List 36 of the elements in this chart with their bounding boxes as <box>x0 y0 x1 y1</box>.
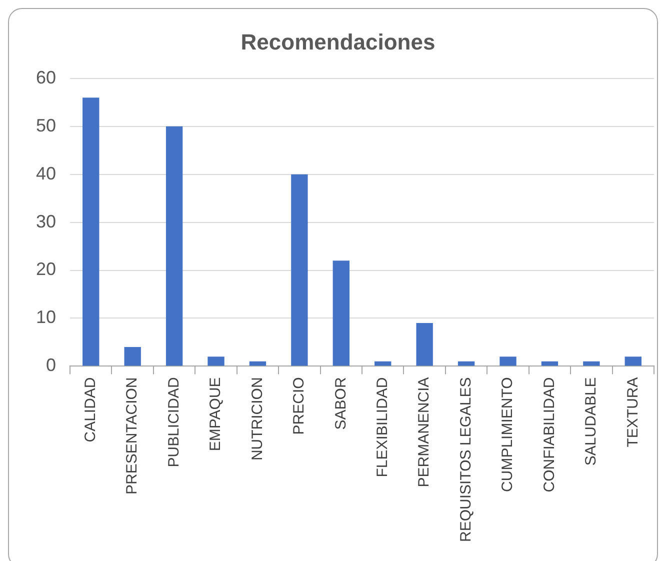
bar <box>208 356 224 366</box>
x-tick-label: CONFIABILIDAD <box>540 377 558 492</box>
x-tick-label: TEXTURA <box>624 377 642 448</box>
bar <box>124 347 141 366</box>
bar <box>458 361 475 366</box>
bar <box>583 361 600 366</box>
x-tick-label: NUTRICION <box>248 377 266 461</box>
bar <box>166 126 183 366</box>
chart-title: Recomendaciones <box>240 29 436 54</box>
y-tick-label: 60 <box>36 67 56 88</box>
bar <box>82 98 100 366</box>
bar <box>500 356 516 366</box>
bar <box>332 260 350 366</box>
x-tick-label: SABOR <box>332 377 350 430</box>
y-tick-label: 50 <box>36 115 56 136</box>
x-tick-label: EMPAQUE <box>207 377 224 452</box>
y-tick-label: 30 <box>36 211 56 232</box>
x-tick-label: SALUDABLE <box>582 377 600 466</box>
y-tick-label: 20 <box>36 259 56 280</box>
bar <box>291 174 308 366</box>
x-tick-label: FLEXIBILIDAD <box>374 377 392 478</box>
bar <box>249 361 266 366</box>
bar <box>374 361 392 366</box>
bar <box>624 356 642 366</box>
x-tick-label: PRECIO <box>290 377 308 435</box>
x-tick-label: PUBLICIDAD <box>165 377 182 468</box>
y-tick-label: 10 <box>36 307 56 328</box>
y-tick-label: 0 <box>46 355 56 376</box>
x-tick-label: PRESENTACION <box>124 377 141 494</box>
x-tick-label: REQUISITOS LEGALES <box>457 377 474 542</box>
y-tick-label: 40 <box>36 163 56 184</box>
x-tick-label: CALIDAD <box>82 377 100 442</box>
x-tick-label: PERMANENCIA <box>416 377 433 488</box>
bar <box>416 323 433 366</box>
x-tick-label: CUMPLIMIENTO <box>499 377 516 492</box>
bar <box>541 361 558 366</box>
